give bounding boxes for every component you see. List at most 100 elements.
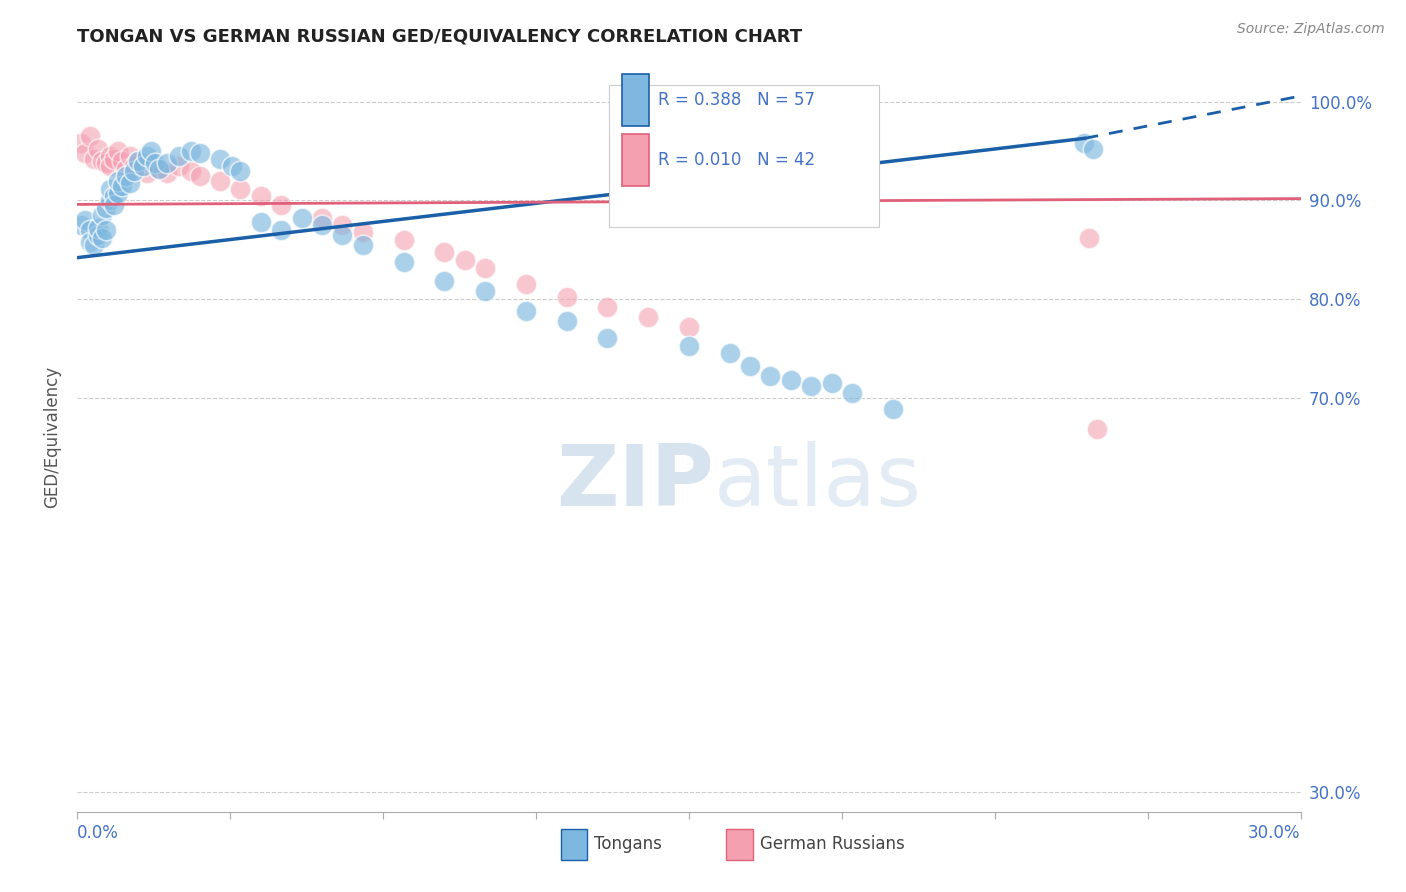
Point bbox=[433, 244, 456, 259]
Bar bbox=[561, 829, 588, 861]
Point bbox=[596, 331, 619, 345]
Text: 30.0%: 30.0% bbox=[1249, 823, 1301, 841]
Point bbox=[555, 290, 578, 304]
Point bbox=[555, 314, 578, 328]
Point bbox=[90, 208, 112, 222]
Point bbox=[311, 218, 333, 232]
Point bbox=[678, 319, 700, 334]
Point bbox=[79, 129, 101, 144]
Point bbox=[131, 159, 153, 173]
Point bbox=[392, 233, 415, 247]
Point bbox=[453, 252, 475, 267]
Point bbox=[87, 221, 110, 235]
Point bbox=[779, 373, 801, 387]
Point bbox=[433, 274, 456, 288]
Point bbox=[94, 156, 117, 170]
Point bbox=[115, 161, 138, 176]
Point bbox=[127, 154, 149, 169]
Point bbox=[107, 174, 129, 188]
Point bbox=[148, 161, 170, 176]
Point bbox=[70, 136, 93, 151]
Point bbox=[1077, 231, 1099, 245]
Point bbox=[148, 161, 170, 176]
Text: Source: ZipAtlas.com: Source: ZipAtlas.com bbox=[1237, 22, 1385, 37]
Point bbox=[180, 144, 202, 158]
Y-axis label: GED/Equivalency: GED/Equivalency bbox=[44, 366, 62, 508]
Point bbox=[208, 174, 231, 188]
Point bbox=[120, 149, 142, 163]
Point bbox=[1085, 422, 1108, 436]
Point bbox=[107, 144, 129, 158]
Point bbox=[139, 144, 162, 158]
Text: ZIP: ZIP bbox=[555, 441, 713, 524]
Point bbox=[229, 181, 252, 195]
Point bbox=[87, 227, 110, 242]
Point bbox=[103, 152, 125, 166]
Point bbox=[135, 166, 157, 180]
Point bbox=[156, 156, 179, 170]
Point bbox=[124, 159, 146, 173]
Point bbox=[79, 223, 101, 237]
Point bbox=[83, 152, 105, 166]
Point bbox=[139, 156, 162, 170]
Point bbox=[352, 237, 374, 252]
Bar bbox=[621, 134, 648, 186]
Point bbox=[94, 202, 117, 216]
Point bbox=[127, 154, 149, 169]
Point bbox=[107, 186, 129, 200]
Point bbox=[79, 235, 101, 249]
Text: German Russians: German Russians bbox=[759, 835, 904, 853]
Text: R = 0.010   N = 42: R = 0.010 N = 42 bbox=[658, 151, 815, 169]
Point bbox=[474, 260, 496, 275]
Point bbox=[596, 300, 619, 314]
Point bbox=[87, 142, 110, 156]
Point bbox=[188, 169, 211, 183]
Point bbox=[208, 152, 231, 166]
Point bbox=[75, 146, 97, 161]
Bar bbox=[725, 829, 752, 861]
Point bbox=[515, 304, 537, 318]
Text: Tongans: Tongans bbox=[593, 835, 661, 853]
Point bbox=[115, 169, 138, 183]
Point bbox=[83, 237, 105, 252]
Point bbox=[111, 178, 134, 193]
Point bbox=[156, 166, 179, 180]
Point bbox=[221, 159, 243, 173]
Point bbox=[352, 225, 374, 239]
Point bbox=[290, 211, 312, 226]
Bar bbox=[621, 74, 648, 126]
Point bbox=[718, 346, 741, 360]
Point bbox=[515, 277, 537, 292]
Point bbox=[98, 159, 121, 173]
Point bbox=[188, 146, 211, 161]
Point bbox=[98, 181, 121, 195]
Point bbox=[98, 194, 121, 208]
Point bbox=[169, 149, 191, 163]
Point bbox=[169, 159, 191, 173]
Point bbox=[90, 154, 112, 169]
Point bbox=[180, 164, 202, 178]
Point bbox=[759, 368, 782, 383]
Point bbox=[740, 359, 762, 373]
Text: 0.0%: 0.0% bbox=[77, 823, 120, 841]
Point bbox=[332, 227, 354, 242]
Text: R = 0.388   N = 57: R = 0.388 N = 57 bbox=[658, 91, 815, 109]
Point bbox=[120, 176, 142, 190]
Point bbox=[94, 223, 117, 237]
Text: TONGAN VS GERMAN RUSSIAN GED/EQUIVALENCY CORRELATION CHART: TONGAN VS GERMAN RUSSIAN GED/EQUIVALENCY… bbox=[77, 28, 803, 45]
Point bbox=[131, 159, 153, 173]
Point bbox=[124, 164, 146, 178]
Point bbox=[90, 231, 112, 245]
Point bbox=[75, 213, 97, 227]
Point bbox=[1081, 142, 1104, 156]
Point bbox=[98, 149, 121, 163]
Point bbox=[70, 218, 93, 232]
Point bbox=[821, 376, 844, 390]
Point bbox=[1073, 136, 1095, 151]
Point bbox=[250, 215, 273, 229]
Point bbox=[103, 188, 125, 202]
Point bbox=[841, 385, 863, 400]
Bar bbox=[609, 85, 879, 227]
Point bbox=[392, 254, 415, 268]
Point bbox=[229, 164, 252, 178]
